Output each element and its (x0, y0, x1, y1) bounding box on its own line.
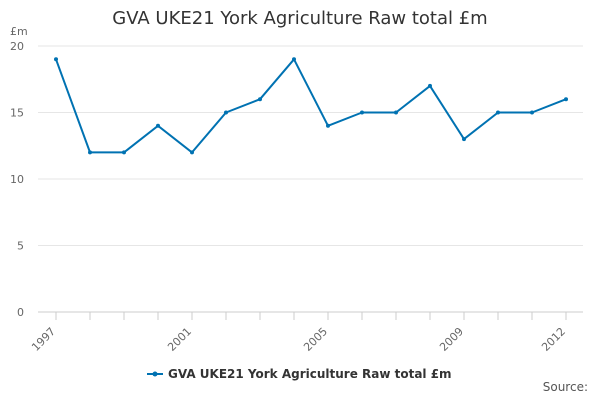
data-point-2002 (224, 110, 228, 115)
legend-marker (152, 371, 158, 377)
data-point-1997 (54, 57, 58, 62)
data-point-2010 (496, 110, 500, 115)
data-point-2008 (428, 83, 432, 88)
x-tick-label-2005: 2005 (301, 325, 330, 354)
x-tick-label-2012: 2012 (539, 325, 568, 354)
series-line (55, 58, 567, 154)
x-tick-label-1997: 1997 (29, 325, 58, 354)
data-point-1998 (88, 150, 92, 155)
gridlines (38, 45, 583, 246)
y-tick-label-20: 20 (10, 40, 24, 53)
data-point-2011 (530, 110, 534, 115)
data-point-2001 (190, 150, 194, 155)
data-point-2012 (564, 97, 568, 102)
y-tick-label-10: 10 (10, 173, 24, 186)
legend-label[interactable]: GVA UKE21 York Agriculture Raw total £m (168, 367, 452, 381)
x-tick-label-2001: 2001 (165, 325, 194, 354)
chart-title: GVA UKE21 York Agriculture Raw total £m (112, 8, 488, 29)
series-layer (54, 57, 568, 155)
data-point-2009 (462, 137, 466, 142)
data-point-2006 (360, 110, 364, 115)
y-tick-label-15: 15 (10, 107, 24, 120)
data-point-2007 (394, 110, 398, 115)
data-point-2003 (258, 97, 262, 102)
y-tick-label-0: 0 (17, 306, 24, 319)
data-point-2000 (156, 123, 160, 128)
axes: £m 0 5 10 15 20 1997 2001 2005 2009 2012 (10, 25, 583, 354)
data-point-1999 (122, 150, 126, 155)
data-point-2004 (292, 57, 296, 62)
y-axis-unit-label: £m (10, 25, 28, 38)
legend[interactable]: GVA UKE21 York Agriculture Raw total £m (147, 367, 452, 381)
data-point-2005 (326, 123, 330, 128)
y-tick-label-5: 5 (17, 240, 24, 253)
source-label: Source: (542, 380, 588, 394)
x-tick-label-2009: 2009 (437, 325, 466, 354)
